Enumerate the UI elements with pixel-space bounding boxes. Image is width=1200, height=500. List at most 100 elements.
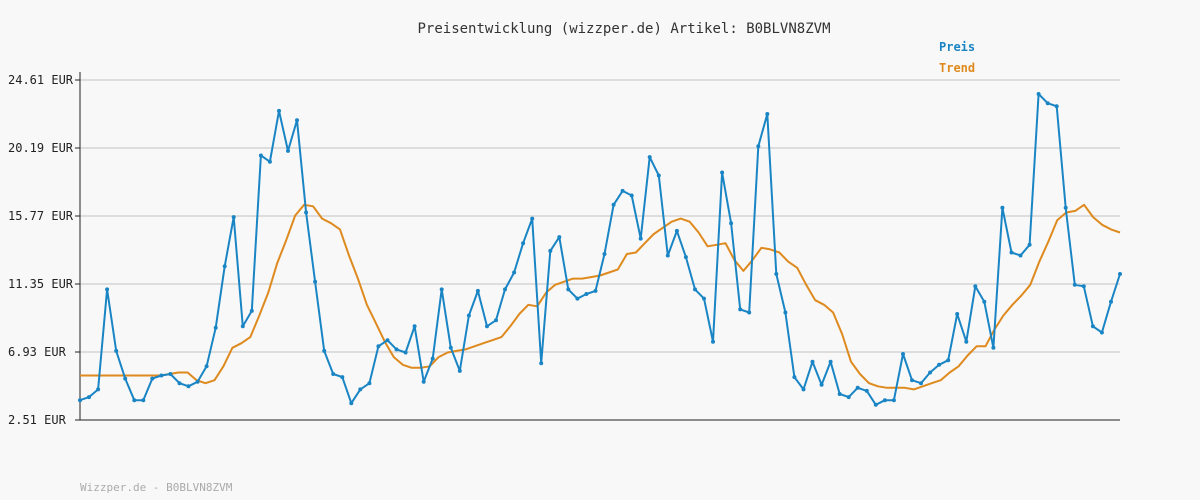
preis-point <box>846 395 851 400</box>
preis-point <box>819 382 824 387</box>
preis-point <box>512 270 517 275</box>
y-axis-ticks: 2.51 EUR 6.93 EUR 11.35 EUR 15.77 EUR 20.19 … <box>8 73 80 427</box>
preis-point <box>466 313 471 318</box>
preis-point <box>873 402 878 407</box>
preis-point <box>638 236 643 241</box>
trend-line <box>80 203 1121 391</box>
preis-point <box>331 372 336 376</box>
preis-point <box>765 112 770 116</box>
preis-point <box>928 370 933 375</box>
y-tick-label: 15.77 EUR <box>8 209 74 223</box>
preis-point <box>828 359 833 364</box>
preis-point <box>494 318 498 323</box>
preis-point <box>593 288 598 293</box>
preis-point <box>566 287 571 292</box>
y-tick-label: 24.61 EUR <box>8 73 74 87</box>
preis-point <box>313 279 318 284</box>
preis-point <box>774 272 779 276</box>
preis-point <box>557 235 562 240</box>
preis-point <box>530 216 535 221</box>
preis-point <box>485 324 489 329</box>
preis-point <box>503 287 507 292</box>
preis-point <box>87 395 91 400</box>
preis-point <box>186 384 191 389</box>
preis-point <box>674 228 679 233</box>
preis-point <box>837 392 842 396</box>
preis-point <box>991 345 996 350</box>
preis-point <box>1027 242 1032 247</box>
preis-point <box>584 292 589 296</box>
preis-point <box>620 188 625 193</box>
footer-credit: Wizzper.de - B0BLVN8ZVM <box>80 481 233 494</box>
preis-point <box>1081 284 1086 289</box>
preis-point <box>213 325 218 330</box>
preis-point <box>159 373 164 378</box>
preis-point <box>277 108 281 113</box>
preis-point <box>647 155 652 160</box>
chart-title: Preisentwicklung (wizzper.de) Artikel: B… <box>417 21 830 37</box>
preis-point <box>738 307 743 312</box>
preis-point <box>204 364 209 369</box>
preis-point <box>548 248 553 253</box>
preis-point <box>150 376 155 381</box>
preis-point <box>711 339 715 344</box>
preis-point <box>222 264 227 269</box>
preis-point <box>394 347 399 352</box>
preis-point <box>1000 205 1005 210</box>
preis-point <box>78 398 82 403</box>
preis-point <box>231 215 236 220</box>
preis-point <box>1090 324 1095 329</box>
preis-point <box>1072 282 1077 287</box>
legend-item-trend: Trend <box>939 61 975 75</box>
preis-point <box>267 159 272 164</box>
preis-point <box>177 381 182 386</box>
preis-point <box>1109 299 1113 304</box>
preis-point <box>421 379 426 384</box>
axes <box>79 72 1120 421</box>
preis-point <box>358 387 363 392</box>
preis-point <box>539 361 544 366</box>
preis-point <box>937 362 942 367</box>
preis-point <box>475 288 480 293</box>
preis-point <box>367 381 372 386</box>
preis-point <box>403 350 408 355</box>
legend: Preis Trend <box>939 40 975 75</box>
preis-point <box>855 385 860 390</box>
preis-point <box>114 348 119 353</box>
preis-point <box>729 221 734 226</box>
preis-point <box>1099 330 1104 335</box>
preis-point <box>340 375 345 380</box>
preis-point <box>1009 250 1014 255</box>
preis-point <box>656 173 661 178</box>
y-tick-label: 20.19 EUR <box>8 141 74 155</box>
preis-point <box>683 255 688 260</box>
preis-point <box>141 398 146 403</box>
preis-point <box>910 378 914 383</box>
y-tick-label: 2.51 EUR <box>8 413 67 427</box>
preis-point <box>747 310 752 315</box>
preis-point <box>240 324 245 329</box>
preis-point <box>756 144 761 149</box>
preis-point <box>810 359 815 364</box>
series-preis <box>78 92 1122 407</box>
preis-point <box>964 339 969 344</box>
preis-point <box>168 372 173 376</box>
preis-point <box>973 284 978 289</box>
preis-point <box>801 387 806 392</box>
preis-point <box>955 312 960 316</box>
preis-point <box>123 376 128 381</box>
preis-point <box>322 348 327 353</box>
preis-point <box>195 379 200 384</box>
preis-point <box>304 210 309 215</box>
preis-point <box>448 345 453 350</box>
preis-point <box>249 308 254 313</box>
preis-point <box>1118 272 1122 276</box>
preis-point <box>702 296 706 301</box>
preis-point <box>901 352 905 356</box>
preis-point <box>412 324 417 329</box>
preis-point <box>665 253 670 258</box>
preis-point <box>611 202 616 207</box>
preis-point <box>1036 92 1041 96</box>
preis-point <box>439 287 444 292</box>
